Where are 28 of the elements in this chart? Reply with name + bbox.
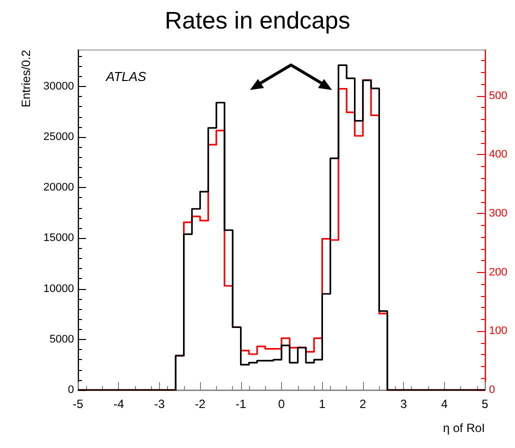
y-tick-label: 25000: [43, 131, 74, 144]
y2-tick-label: 500: [489, 90, 508, 102]
y-tick-label: 0: [68, 384, 74, 396]
x-tick-label: 2: [360, 397, 367, 411]
y-tick-label: 15000: [43, 232, 74, 244]
y2-tick-label: 400: [489, 148, 508, 161]
y2-tick-label: 200: [489, 266, 508, 278]
y-axis-title: Entries/0.2: [19, 50, 33, 108]
chart-title: Rates in endcaps: [164, 8, 350, 34]
x-tick-label: -1: [235, 397, 246, 411]
annotation: ATLAS: [105, 69, 147, 84]
y-tick-label: 10000: [43, 282, 74, 295]
y2-tick-label: 0: [489, 384, 496, 396]
y2-tick-label: 300: [489, 208, 508, 220]
x-tick-label: 5: [482, 397, 489, 411]
x-tick-label: 4: [440, 397, 448, 411]
x-tick-label: 0: [278, 397, 286, 411]
x-tick-label: 1: [318, 397, 326, 411]
y2-tick-label: 100: [489, 325, 508, 338]
x-tick-label: -2: [194, 397, 206, 411]
y-tick-label: 30000: [43, 80, 74, 92]
x-tick-label: 3: [400, 397, 408, 411]
x-axis-title: η of RoI: [442, 421, 485, 435]
x-tick-label: -4: [113, 397, 124, 411]
x-tick-label: -3: [154, 397, 166, 411]
x-tick-label: -5: [72, 397, 84, 411]
y-tick-label: 20000: [43, 182, 74, 194]
y-tick-label: 5000: [50, 333, 74, 346]
